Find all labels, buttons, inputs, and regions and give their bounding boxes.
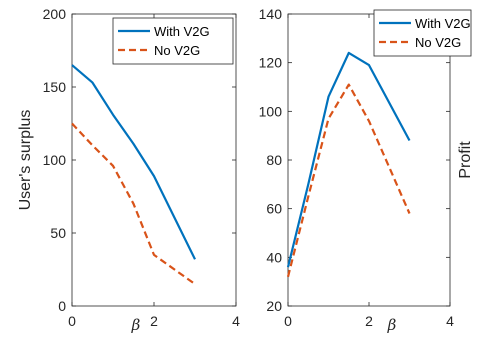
x-tick-label: 0	[68, 313, 76, 329]
y-tick-label: 80	[266, 152, 282, 168]
series-line-with-v2g	[286, 51, 411, 268]
x-tick-label: 0	[284, 313, 292, 329]
y-tick-label: 0	[58, 298, 66, 314]
legend: With V2G No V2G	[112, 17, 234, 65]
y-tick-label: 200	[43, 6, 67, 22]
legend-entry: No V2G	[415, 35, 461, 50]
y-tick-label: 140	[259, 6, 283, 22]
y-tick-label: 150	[43, 79, 67, 95]
x-axis-label: β	[131, 316, 141, 334]
series-line-with-v2g	[71, 64, 196, 260]
y-tick-label: 120	[259, 55, 283, 71]
y-tick-label: 20	[266, 298, 282, 314]
legend-entry: With V2G	[154, 24, 210, 39]
y-axis-label: User's surplus	[17, 110, 34, 211]
legend: With V2G No V2G	[373, 9, 472, 57]
y-tick-label: 100	[43, 152, 67, 168]
axes-box	[287, 13, 451, 307]
legend-box	[112, 17, 234, 65]
legend-box	[373, 9, 472, 57]
y-tick-label: 50	[50, 225, 66, 241]
y-tick-label: 100	[259, 103, 283, 119]
y-tick-label: 40	[266, 249, 282, 265]
y-tick-label: 60	[266, 201, 282, 217]
legend-entry: With V2G	[415, 16, 471, 31]
x-tick-label: 2	[150, 313, 158, 329]
x-tick-label: 4	[446, 313, 454, 329]
series-line-no-v2g	[71, 122, 196, 285]
x-tick-label: 4	[232, 313, 240, 329]
surplus-panel: 0 2 4 0 50 100 150 200 User's surplus β With V2G No…	[17, 6, 240, 334]
x-tick-label: 2	[365, 313, 373, 329]
y-axis-label: Profit	[457, 141, 474, 179]
legend-entry: No V2G	[154, 43, 200, 58]
x-axis-label: β	[387, 316, 397, 334]
series-line-no-v2g	[286, 83, 411, 278]
profit-panel: 0 2 4 20 40 60 80 100 120 140 Profit β With V2G No V2…	[259, 6, 474, 334]
